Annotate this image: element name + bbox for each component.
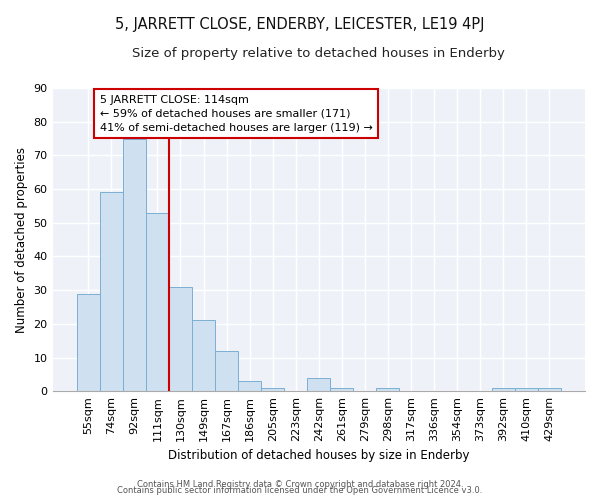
X-axis label: Distribution of detached houses by size in Enderby: Distribution of detached houses by size …: [168, 450, 470, 462]
Text: 5, JARRETT CLOSE, ENDERBY, LEICESTER, LE19 4PJ: 5, JARRETT CLOSE, ENDERBY, LEICESTER, LE…: [115, 18, 485, 32]
Bar: [238, 381, 261, 391]
Bar: [261, 388, 284, 391]
Bar: [146, 212, 169, 391]
Text: 5 JARRETT CLOSE: 114sqm
← 59% of detached houses are smaller (171)
41% of semi-d: 5 JARRETT CLOSE: 114sqm ← 59% of detache…: [100, 95, 373, 133]
Bar: [77, 294, 100, 391]
Text: Contains public sector information licensed under the Open Government Licence v3: Contains public sector information licen…: [118, 486, 482, 495]
Bar: [100, 192, 123, 391]
Bar: [307, 378, 330, 391]
Bar: [169, 287, 192, 391]
Bar: [215, 351, 238, 391]
Bar: [192, 320, 215, 391]
Bar: [515, 388, 538, 391]
Bar: [330, 388, 353, 391]
Title: Size of property relative to detached houses in Enderby: Size of property relative to detached ho…: [133, 48, 505, 60]
Bar: [538, 388, 561, 391]
Text: Contains HM Land Registry data © Crown copyright and database right 2024.: Contains HM Land Registry data © Crown c…: [137, 480, 463, 489]
Y-axis label: Number of detached properties: Number of detached properties: [15, 146, 28, 332]
Bar: [123, 138, 146, 391]
Bar: [376, 388, 400, 391]
Bar: [491, 388, 515, 391]
